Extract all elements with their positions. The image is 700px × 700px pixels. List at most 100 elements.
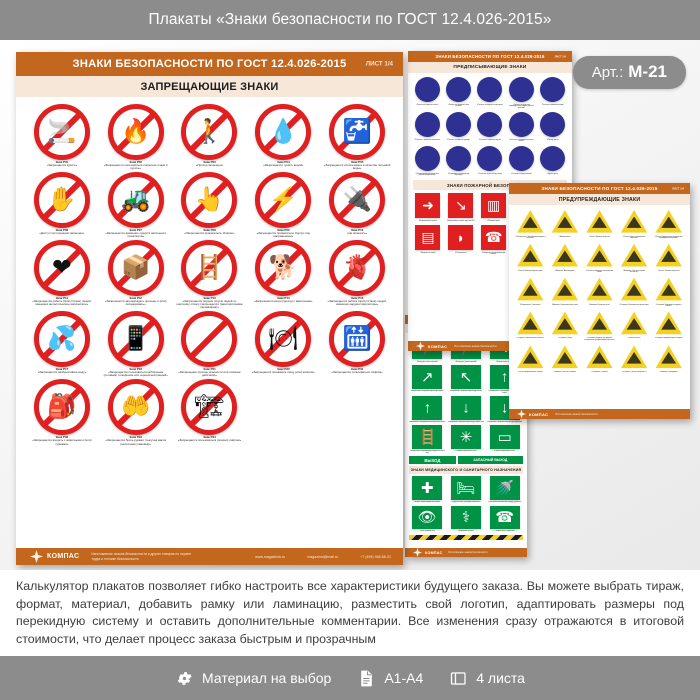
sign-text: «Осторожно. Горячая поверхность»	[621, 372, 647, 374]
sign-text: «Осторожно. Вредные для здоровья аллерги…	[584, 338, 615, 341]
sign-item: Знак W09 «Внимание. Опасность (прочие опа…	[619, 243, 650, 274]
sign-text: «Опасно. Аккумуляторные батареи»	[517, 372, 543, 374]
sign-caption: Знак E07 «Направление к эвакуационному вы…	[448, 421, 484, 424]
sign-item: 🛗 Знак P31 «Запрещается пользоваться лифто…	[323, 311, 391, 377]
sign-item: 💧 Знак P04 «Запрещается тушить водой»	[249, 104, 317, 170]
sign-item: Знак W20 «Осторожно. Аккумуляторные батар…	[653, 311, 684, 342]
sign-code: Знак P09	[277, 229, 290, 233]
sign-text: «Направление к эвакуационному выходу нап…	[488, 391, 521, 394]
sign-item: Знак W25 «Осторожно. Горячая поверхность»	[619, 345, 650, 374]
sign-code: Знак W10	[665, 269, 673, 271]
evacuation-sign-icon: 👁	[412, 505, 443, 529]
sign-text: «Направление к эвакуационному выходу нап…	[447, 421, 485, 423]
sign-text: «Открывать движением от себя»	[455, 451, 477, 453]
sign-caption: Знак P03 «Проход запрещен»	[196, 161, 223, 167]
sign-code: Знак W15	[665, 302, 673, 304]
warning-triangle	[551, 210, 579, 233]
sign-item: Знак M12 «Переходить по надземному перехо…	[444, 146, 472, 177]
sign-pictogram: ▤	[421, 229, 435, 245]
poster-prohibition[interactable]: ЗНАКИ БЕЗОПАСНОСТИ ПО ГОСТ 12.4.026-2015…	[16, 52, 403, 565]
sign-text: «Общий предписывающий знак (прочие предп…	[415, 173, 439, 177]
poster-prohibition-subtitle: ЗАПРЕЩАЮЩИЕ ЗНАКИ	[16, 76, 403, 97]
warning-triangle	[620, 311, 648, 335]
poster-mandatory[interactable]: ЗНАКИ БЕЗОПАСНОСТИ ПО ГОСТ 12.4.026-2015…	[408, 51, 572, 351]
sign-caption: Знак W23 «Внимание. Опасность зажима»	[554, 371, 577, 374]
sign-text: «Внимание. Ограждение»	[659, 372, 678, 374]
sign-code: Знак P01	[55, 161, 69, 164]
sign-text: «Работать в защитной одежде»	[446, 139, 471, 141]
sign-text: «Телефон для использования при пожаре»	[481, 252, 506, 256]
sign-code: Знак P34	[203, 436, 216, 440]
sign-code: Знак W24	[596, 370, 603, 372]
warning-sign-grid: Знак W01 «Пожароопасно. Легковоспламеняющ…	[515, 209, 684, 374]
feature-sheets-label: 4 листа	[476, 670, 525, 686]
sign-caption: Знак F05 «Телефон для использования при п…	[479, 251, 509, 256]
warning-sign-icon	[585, 243, 613, 268]
sign-caption: Знак EC05 «Медицинский кабинет»	[458, 530, 474, 533]
sign-code: Знак P32	[55, 436, 69, 440]
sign-code: Знак P07	[129, 229, 142, 233]
sign-item: 🐕 Знак P14 «Запрещается вход (проход) с жи…	[249, 240, 317, 309]
sign-text: «Осторожно. Аккумуляторные батареи»	[654, 338, 683, 340]
poster-warning[interactable]: ЗНАКИ БЕЗОПАСНОСТИ ПО ГОСТ 12.4.026-2015…	[509, 183, 690, 419]
sign-text: «Медицинский кабинет»	[458, 531, 474, 533]
sign-caption: Знак P08 «Запрещается прикасаться. Опасно…	[184, 229, 234, 235]
sign-code: Знак P05	[350, 161, 364, 164]
sign-caption: Знак M05 «Работать в защитной обуви»	[542, 103, 564, 106]
sign-item: 🚜 Знак P07 «Запрещается движение средств н…	[102, 172, 170, 238]
sign-caption: Знак W18 «Осторожно. Вредные для здоровья…	[584, 337, 615, 342]
sign-caption: Знак P07 «Запрещается движение средств на…	[102, 229, 170, 238]
sign-item: 🎒 Знак P32 «Запрещается входить с животным…	[28, 379, 96, 445]
sign-item: ⚡ Знак P09 «Запрещается прикасаться. Корпу…	[249, 172, 317, 238]
sign-text: «Внимание. Магнитное поле»	[589, 304, 610, 306]
sign-code: Знак M15	[549, 172, 557, 174]
sign-caption: Знак M01 «Работать в защитных очках»	[416, 103, 438, 106]
sign-code: Знак E01-02	[461, 360, 471, 362]
sign-code: Знак M12	[454, 172, 463, 174]
sign-text: «Отключить штепсельную вилку»	[477, 173, 503, 175]
sign-code: Знак F01-02	[456, 219, 466, 221]
sign-item: ▤ Знак F03 «Пожарная лестница»	[413, 225, 443, 256]
fire-sign-icon: ☎	[481, 225, 507, 251]
sign-code: Знак P13	[203, 297, 216, 301]
sign-item: 🚬 Знак P01 «Запрещается курить»	[28, 104, 96, 170]
sign-pictogram: 🚶	[194, 118, 225, 145]
sign-item: 💦 Знак P17 «Запрещается разбрызгивать воду…	[28, 311, 96, 377]
purpose-sign-grid: ✚ Знак EC01 «Аптечка первой медицинской по…	[409, 476, 523, 533]
compass-logo-icon	[416, 341, 425, 351]
sign-text: «Курить здесь»	[547, 173, 559, 175]
warning-sign-icon	[585, 209, 613, 234]
sign-text: «Запрещается подъем (спуск) людей по шах…	[176, 299, 243, 310]
warning-sign-icon	[620, 243, 648, 268]
exit-bar-2: ЗАПАСНЫЙ ВЫХОД	[457, 456, 523, 465]
warning-triangle	[517, 210, 544, 233]
sign-code: Знак P14	[277, 297, 290, 301]
sign-item: ❤ Знак P11 «Запрещается работа (присутстви…	[28, 240, 96, 309]
sign-item: 👆 Знак P08 «Запрещается прикасаться. Опасн…	[176, 172, 244, 238]
warning-triangle	[620, 277, 648, 301]
sign-code: Знак M09	[517, 138, 525, 139]
sign-code: Знак W21	[526, 370, 534, 372]
sign-code: Знак E07	[462, 420, 469, 422]
warning-triangle	[586, 345, 613, 369]
poster-evacuation-footer: КОМПАС Изготовление знаков безопасности	[405, 548, 527, 557]
sign-pictogram: ✚	[421, 479, 434, 497]
sign-item: ☎ Знак F05 «Телефон для использования при …	[479, 225, 509, 256]
sign-item: Знак M05 «Работать в защитной обуви»	[539, 77, 567, 109]
warning-triangle	[620, 345, 648, 369]
mandatory-sign-icon	[446, 77, 472, 102]
sign-text: «Запрещается пользоваться лифтом»	[331, 370, 383, 375]
sign-text: «Запрещается разбрызгивать воду»	[37, 370, 87, 375]
warning-sign-icon	[620, 209, 648, 234]
sign-item: Знак P21 «Запрещение (прочие опасности ил…	[176, 311, 244, 377]
prohibition-sign-icon: ❤	[33, 240, 90, 297]
sign-caption: Знак M07 «Работать в защитной одежде»	[447, 138, 470, 141]
sign-code: Знак P21	[203, 368, 216, 372]
sign-text: «Переходить по надземному переходу»	[447, 173, 470, 177]
warning-sign-icon	[551, 243, 579, 268]
prohibition-sign-icon: 🐕	[255, 240, 312, 297]
sign-text: «Запрещается работа (присутствие) людей,…	[327, 299, 387, 307]
sign-pictogram: 🤲	[121, 393, 151, 420]
sign-item: 🛏 Знак EC02 «Средства выноса (эвакуации) п…	[448, 476, 485, 503]
prohibition-sign-icon: 🤲	[107, 379, 164, 436]
